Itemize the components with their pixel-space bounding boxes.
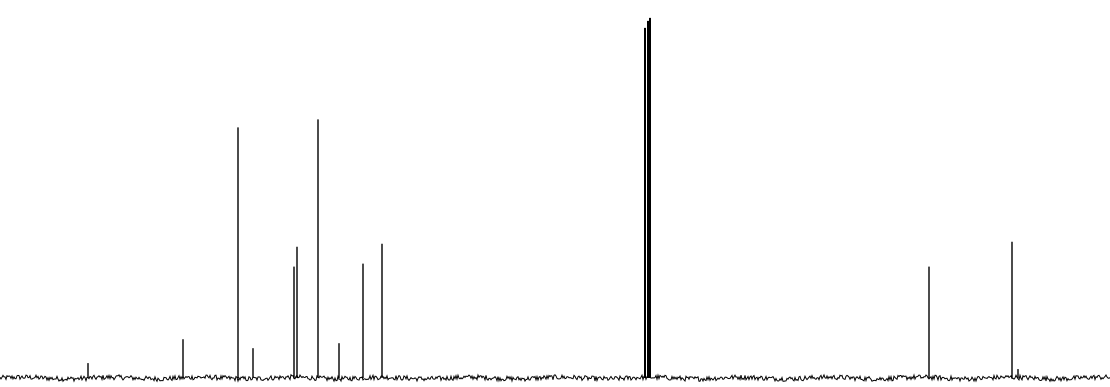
- spectrum-peaks: [87, 17, 1019, 379]
- spectrum-baseline-trace: [0, 373, 1110, 383]
